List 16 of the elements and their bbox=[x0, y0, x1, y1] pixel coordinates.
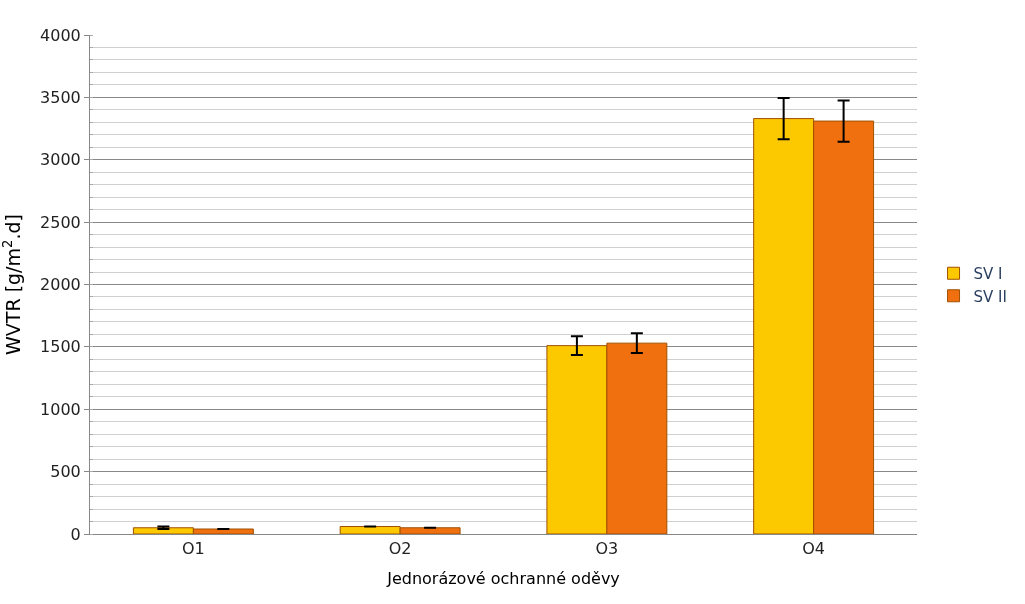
x-axis-title: Jednorázové ochranné oděvy bbox=[386, 568, 620, 588]
y-tick-label: 4000 bbox=[40, 25, 81, 45]
legend-label: SV I bbox=[973, 265, 1003, 284]
y-tick-label: 2500 bbox=[40, 212, 81, 232]
x-tick-label: O2 bbox=[388, 539, 412, 559]
x-tick-label: O1 bbox=[181, 539, 205, 559]
y-tick-label: 1500 bbox=[40, 337, 81, 357]
y-tick-label: 2000 bbox=[40, 275, 81, 295]
legend-label: SV II bbox=[973, 287, 1007, 306]
x-tick-label: O4 bbox=[802, 539, 826, 559]
x-tick-label: O3 bbox=[595, 539, 619, 559]
y-tick-label: 1000 bbox=[40, 399, 81, 419]
y-tick-label: 500 bbox=[50, 462, 81, 482]
y-tick-label: 0 bbox=[70, 524, 81, 544]
y-tick-label: 3000 bbox=[40, 150, 81, 170]
y-tick-label: 3500 bbox=[40, 87, 81, 107]
